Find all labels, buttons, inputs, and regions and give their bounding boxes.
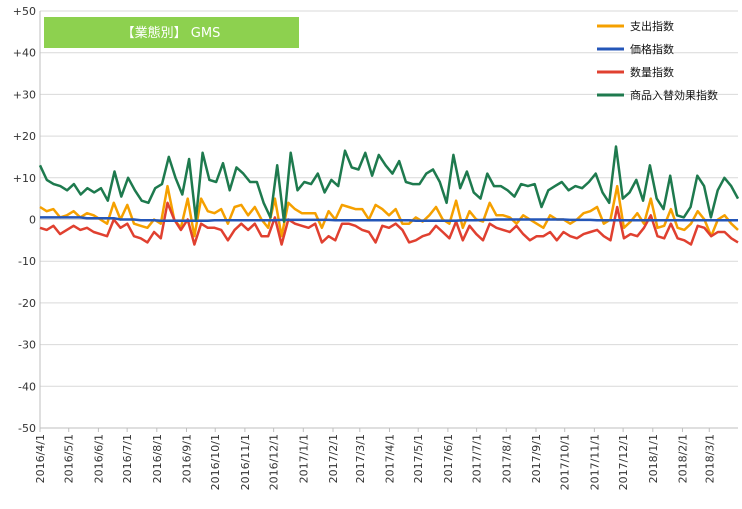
y-tick-label: -20 <box>18 297 36 310</box>
x-tick-label: 2016/11/1 <box>239 434 252 490</box>
x-tick-label: 2017/7/1 <box>471 434 484 483</box>
y-tick-label: -40 <box>18 380 36 393</box>
series-line <box>39 201 739 246</box>
x-tick-label: 2016/8/1 <box>151 434 164 483</box>
x-tick-label: 2016/12/1 <box>268 434 281 490</box>
x-tick-label: 2017/11/1 <box>588 434 601 490</box>
y-tick-label: -30 <box>18 339 36 352</box>
x-tick-label: 2016/9/1 <box>180 434 193 483</box>
x-tick-label: 2016/5/1 <box>63 434 76 483</box>
chart-title-box: 【業態別】 GMS <box>44 17 299 48</box>
x-tick-label: 2016/4/1 <box>34 434 47 483</box>
series-lines <box>38 145 740 246</box>
y-axis-ticks: +50 +40 +30 +20 +10 0 -10 -20 -30 -40 -50 <box>13 5 36 435</box>
legend-label: 支出指数 <box>630 19 674 33</box>
y-tick-label: -50 <box>18 422 36 435</box>
x-tick-label: 2017/2/1 <box>327 434 340 483</box>
y-tick-label: +30 <box>13 88 36 101</box>
legend-label: 価格指数 <box>630 42 674 56</box>
x-tick-label: 2016/7/1 <box>121 434 134 483</box>
title-background <box>44 17 299 48</box>
x-tick-label: 2017/9/1 <box>530 434 543 483</box>
x-tick-label: 2018/3/1 <box>703 434 716 483</box>
x-tick-label: 2017/10/1 <box>559 434 572 490</box>
series-line <box>40 216 738 223</box>
chart-title: 【業態別】 GMS <box>122 25 221 41</box>
y-tick-label: +10 <box>13 172 36 185</box>
legend-label: 商品入替効果指数 <box>630 88 718 102</box>
x-tick-label: 2017/3/1 <box>354 434 367 483</box>
y-tick-label: +20 <box>13 130 36 143</box>
x-tick-label: 2017/5/1 <box>412 434 425 483</box>
x-tick-label: 2017/6/1 <box>442 434 455 483</box>
y-tick-label: +50 <box>13 5 36 18</box>
x-tick-label: 2016/6/1 <box>92 434 105 483</box>
y-tick-label: 0 <box>29 214 36 227</box>
x-tick-label: 2017/12/1 <box>617 434 630 490</box>
x-tick-label: 2016/10/1 <box>209 434 222 490</box>
x-tick-label: 2017/1/1 <box>297 434 310 483</box>
legend-label: 数量指数 <box>630 65 674 79</box>
x-tick-label: 2018/1/1 <box>647 434 660 483</box>
x-axis-ticks: 2016/4/1 2016/5/1 2016/6/1 2016/7/1 2016/8/1… <box>34 428 716 490</box>
y-tick-label: +40 <box>13 47 36 60</box>
x-tick-label: 2018/2/1 <box>676 434 689 483</box>
x-tick-label: 2017/8/1 <box>500 434 513 483</box>
x-tick-label: 2017/4/1 <box>383 434 396 483</box>
y-tick-label: -10 <box>18 255 36 268</box>
series-line <box>38 145 740 223</box>
